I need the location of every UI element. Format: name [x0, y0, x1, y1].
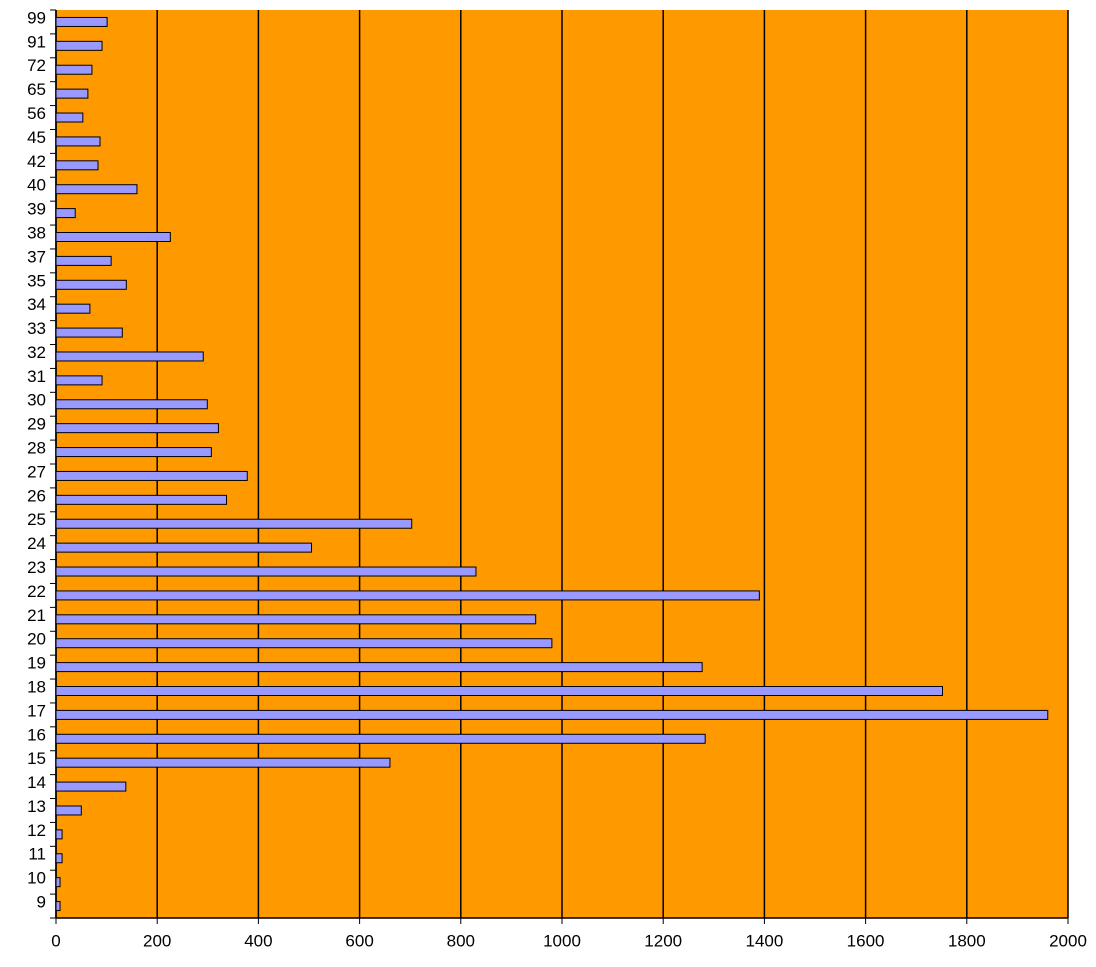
bar	[55, 64, 93, 75]
bar	[55, 184, 138, 195]
y-tick-label: 13	[27, 797, 46, 816]
bar	[55, 662, 703, 673]
bar	[55, 447, 212, 458]
bar	[55, 733, 706, 744]
y-tick-label: 31	[27, 367, 46, 386]
bar	[55, 542, 313, 553]
bar	[55, 805, 82, 816]
bar	[55, 877, 61, 888]
bar	[55, 399, 208, 410]
y-tick-label: 11	[28, 845, 46, 864]
y-tick-label: 39	[27, 200, 46, 219]
x-tick-label: 1400	[745, 931, 783, 950]
y-tick-label: 32	[27, 343, 46, 362]
y-tick-label: 24	[27, 534, 46, 553]
y-tick-label: 34	[27, 295, 46, 314]
y-tick-label: 30	[27, 391, 46, 410]
x-tick-label: 600	[345, 931, 373, 950]
y-tick-label: 22	[27, 582, 46, 601]
bar	[55, 566, 477, 577]
y-tick-label: 12	[27, 821, 46, 840]
bar	[55, 160, 99, 171]
y-tick-label: 23	[27, 558, 46, 577]
y-tick-label: 21	[27, 606, 46, 625]
y-tick-label: 91	[27, 32, 46, 51]
y-tick-label: 17	[27, 701, 46, 720]
x-tick-label: 1600	[847, 931, 885, 950]
y-tick-label: 72	[27, 56, 46, 75]
y-tick-label: 25	[27, 510, 46, 529]
bar	[55, 40, 103, 51]
y-tick-label: 42	[27, 152, 46, 171]
bar	[55, 423, 219, 434]
y-tick-label: 40	[27, 176, 46, 195]
bar	[55, 255, 112, 266]
bar	[55, 232, 171, 242]
bar	[55, 901, 61, 912]
bar	[55, 638, 553, 649]
y-tick-label: 26	[27, 486, 46, 505]
y-tick-label: 29	[27, 415, 46, 434]
bar	[55, 494, 228, 505]
bar	[55, 757, 391, 768]
x-tick-label: 2000	[1049, 931, 1087, 950]
x-tick-label: 200	[143, 931, 171, 950]
bar	[55, 590, 760, 601]
x-tick-label: 400	[244, 931, 272, 950]
bar	[55, 829, 63, 840]
y-tick-label: 33	[27, 319, 46, 338]
bar	[55, 303, 91, 314]
bar	[55, 208, 76, 219]
y-tick-label: 10	[27, 869, 46, 888]
y-tick-label: 37	[27, 247, 46, 266]
bar	[55, 709, 1049, 720]
y-tick-label: 20	[27, 630, 46, 649]
y-tick-label: 65	[27, 80, 46, 99]
bar	[55, 614, 537, 625]
bar	[55, 279, 127, 290]
y-tick-label: 99	[27, 8, 46, 27]
y-tick-label: 15	[27, 749, 46, 768]
bar	[55, 327, 123, 338]
y-tick-label: 14	[27, 773, 46, 792]
y-tick-label: 16	[27, 725, 46, 744]
bar	[55, 136, 101, 147]
x-tick-label: 1800	[948, 931, 986, 950]
bar	[55, 351, 204, 362]
y-tick-label: 28	[27, 439, 46, 458]
y-tick-label: 38	[27, 223, 46, 242]
y-tick-label: 27	[27, 462, 46, 481]
bar	[55, 853, 63, 864]
x-tick-label: 800	[447, 931, 475, 950]
bar	[55, 16, 108, 27]
bar	[55, 470, 248, 481]
y-tick-label: 56	[27, 104, 46, 123]
bar	[55, 112, 84, 123]
y-tick-label: 45	[27, 128, 46, 147]
bar	[55, 686, 944, 696]
y-tick-label: 35	[27, 271, 46, 290]
bar	[55, 375, 103, 386]
x-tick-label: 0	[51, 931, 60, 950]
y-tick-label: 19	[27, 654, 46, 673]
y-tick-label: 9	[37, 893, 46, 912]
x-tick-label: 1200	[644, 931, 682, 950]
bar	[55, 781, 127, 792]
bar	[55, 88, 89, 99]
y-tick-label: 18	[27, 677, 46, 696]
bar	[55, 518, 413, 529]
x-tick-label: 1000	[543, 931, 581, 950]
